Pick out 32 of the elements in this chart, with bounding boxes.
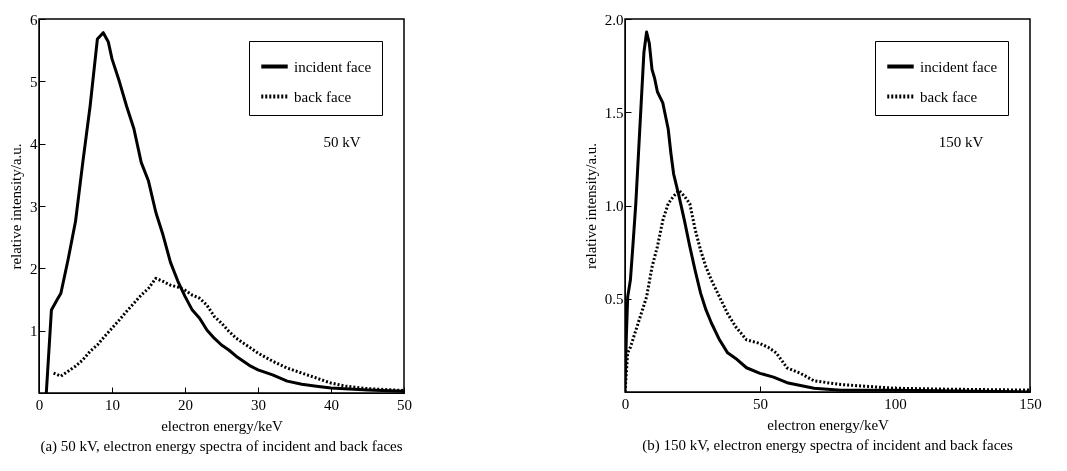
x-tick-label: 0 bbox=[35, 396, 44, 413]
x-tick-label: 40 bbox=[324, 396, 339, 413]
legend-label: back face bbox=[294, 88, 352, 105]
x-tick-label: 100 bbox=[884, 395, 907, 412]
y-tick-label: 1.5 bbox=[604, 104, 624, 121]
x-axis-title: electron energy/keV bbox=[767, 416, 890, 433]
y-tick-label: 0.5 bbox=[604, 291, 624, 308]
x-tick-label: 50 bbox=[397, 396, 412, 413]
x-tick-label: 150 bbox=[1019, 395, 1042, 412]
y-tick-label: 2.0 bbox=[604, 11, 624, 28]
x-tick-label: 0 bbox=[621, 395, 630, 412]
x-tick-label: 30 bbox=[251, 396, 266, 413]
text: (a) 50 kV, electron energy spectra of incident and back faces bbox=[40, 438, 403, 455]
y-axis-title: relative intensity/a.u. bbox=[8, 143, 24, 270]
y-tick-label: 1.0 bbox=[604, 198, 624, 214]
y-tick-label: 6 bbox=[30, 11, 38, 28]
legend-label: back face bbox=[920, 88, 978, 105]
y-axis-title: relative intensity/a.u. bbox=[582, 142, 599, 270]
legend-label: incident face bbox=[294, 58, 372, 75]
annotation: 150 kV bbox=[938, 134, 984, 151]
y-tick-label: 4 bbox=[30, 136, 38, 153]
x-tick-label: 10 bbox=[105, 396, 120, 413]
y-tick-label: 2 bbox=[30, 260, 38, 277]
annotation: 50 kV bbox=[323, 134, 361, 151]
legend-label: incident face bbox=[920, 58, 998, 75]
x-axis-title: electron energy/keV bbox=[161, 417, 284, 434]
x-tick-label: 20 bbox=[178, 396, 193, 413]
text: (b) 150 kV, electron energy spectra of incident and back faces bbox=[642, 437, 1013, 454]
y-tick-label: 3 bbox=[30, 198, 38, 215]
y-tick-label: 5 bbox=[30, 73, 38, 90]
x-tick-label: 50 bbox=[753, 395, 768, 412]
y-tick-label: 1 bbox=[30, 323, 38, 340]
